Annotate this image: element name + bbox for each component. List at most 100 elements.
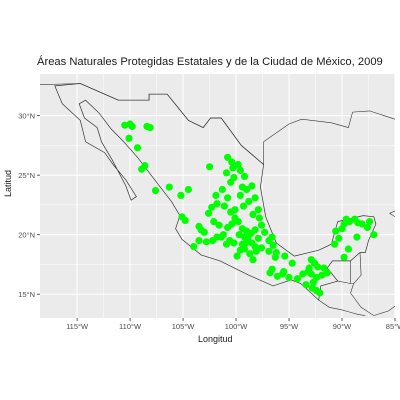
protected-area-point: [236, 166, 244, 174]
protected-area-point: [254, 206, 262, 214]
protected-area-point: [202, 238, 210, 246]
protected-area-point: [335, 234, 343, 242]
map-title: Áreas Naturales Protegidas Estatales y d…: [37, 56, 383, 68]
protected-area-point: [212, 191, 220, 199]
protected-area-point: [165, 183, 173, 191]
y-tick-label: 25°N: [18, 171, 35, 180]
protected-area-point: [222, 240, 231, 248]
country-border: [318, 299, 366, 316]
protected-area-point: [353, 233, 361, 241]
map-geometry: [40, 83, 395, 316]
protected-area-point: [249, 256, 257, 264]
protected-area-point: [281, 252, 289, 260]
protected-area-point: [293, 275, 302, 283]
protected-area-point: [146, 124, 154, 132]
protected-area-point: [224, 194, 232, 202]
protected-area-point: [234, 160, 242, 169]
protected-area-point: [257, 221, 266, 229]
protected-area-point: [243, 185, 251, 194]
protected-area-point: [249, 210, 257, 218]
protected-area-point: [206, 163, 214, 171]
protected-area-point: [266, 269, 274, 277]
protected-area-point: [213, 200, 221, 208]
protected-area-point: [251, 194, 259, 202]
protected-area-point: [220, 202, 228, 210]
protected-area-point: [344, 245, 352, 253]
protected-area-point: [184, 185, 192, 194]
protected-area-point: [210, 218, 218, 226]
protected-area-point: [302, 281, 310, 289]
protected-area-point: [307, 270, 315, 278]
protected-area-point: [125, 134, 133, 142]
protected-area-point: [133, 144, 142, 152]
protected-area-point: [272, 248, 280, 257]
x-axis-title: Longitud: [198, 334, 233, 344]
protected-area-point: [255, 214, 263, 222]
protected-area-point: [332, 227, 340, 235]
protected-area-point: [305, 264, 313, 272]
protected-area-point: [363, 223, 371, 232]
protected-area-point: [181, 216, 189, 224]
x-tick-label: 100°W: [225, 322, 249, 331]
protected-area-point: [200, 228, 208, 236]
protected-area-point: [230, 174, 238, 182]
protected-area-point: [219, 231, 227, 239]
protected-area-point: [342, 215, 350, 223]
protected-area-point: [151, 187, 160, 195]
protected-area-point: [239, 202, 248, 210]
protected-area-point: [269, 241, 277, 249]
protected-area-point: [366, 218, 374, 226]
protected-area-point: [261, 228, 269, 236]
country-border: [350, 252, 395, 316]
protected-area-point: [245, 197, 253, 205]
protected-area-point: [195, 237, 203, 245]
protected-area-point: [310, 259, 319, 267]
protected-area-point: [254, 234, 262, 242]
country-border: [389, 210, 395, 218]
protected-area-point: [234, 218, 242, 226]
protected-area-point: [128, 122, 136, 130]
x-tick-label: 105°W: [172, 322, 196, 331]
y-tick-label: 20°N: [18, 230, 35, 239]
protected-area-point: [229, 164, 237, 172]
protected-area-point: [208, 203, 216, 211]
mexico-outline: [54, 83, 377, 301]
protected-area-point: [251, 226, 259, 234]
protected-area-point: [224, 223, 232, 232]
protected-area-point: [358, 220, 366, 228]
protected-area-point: [309, 278, 317, 286]
protected-area-point: [331, 240, 339, 248]
protected-area-point: [280, 268, 288, 276]
protected-area-point: [177, 191, 185, 199]
x-tick-label: 95°W: [280, 322, 299, 331]
protected-area-point: [246, 250, 254, 258]
protected-area-point: [218, 185, 226, 194]
x-tick-label: 90°W: [333, 322, 352, 331]
protected-area-point: [240, 172, 249, 180]
protected-area-point: [204, 209, 213, 217]
protected-area-point: [248, 182, 256, 190]
protected-area-point: [224, 153, 232, 161]
protected-area-point: [138, 165, 146, 173]
protected-area-point: [227, 208, 235, 216]
protected-area-point: [265, 247, 273, 255]
x-tick-label: 85°W: [386, 322, 400, 331]
protected-area-point: [190, 243, 198, 251]
protected-area-point: [265, 237, 273, 245]
protected-area-point: [215, 221, 223, 229]
y-tick-label: 15°N: [18, 290, 35, 299]
protected-area-point: [236, 191, 244, 199]
x-tick-label: 115°W: [66, 322, 89, 331]
protected-area-point: [233, 252, 241, 260]
protected-area-point: [285, 273, 293, 282]
x-tick-label: 110°W: [119, 322, 142, 331]
protected-area-point: [288, 259, 296, 267]
protected-area-point: [236, 246, 244, 254]
protected-area-point: [340, 253, 348, 261]
y-tick-label: 30°N: [18, 111, 35, 120]
protected-area-point: [316, 289, 324, 297]
protected-area-point: [252, 247, 260, 255]
protected-area-point: [228, 158, 236, 166]
